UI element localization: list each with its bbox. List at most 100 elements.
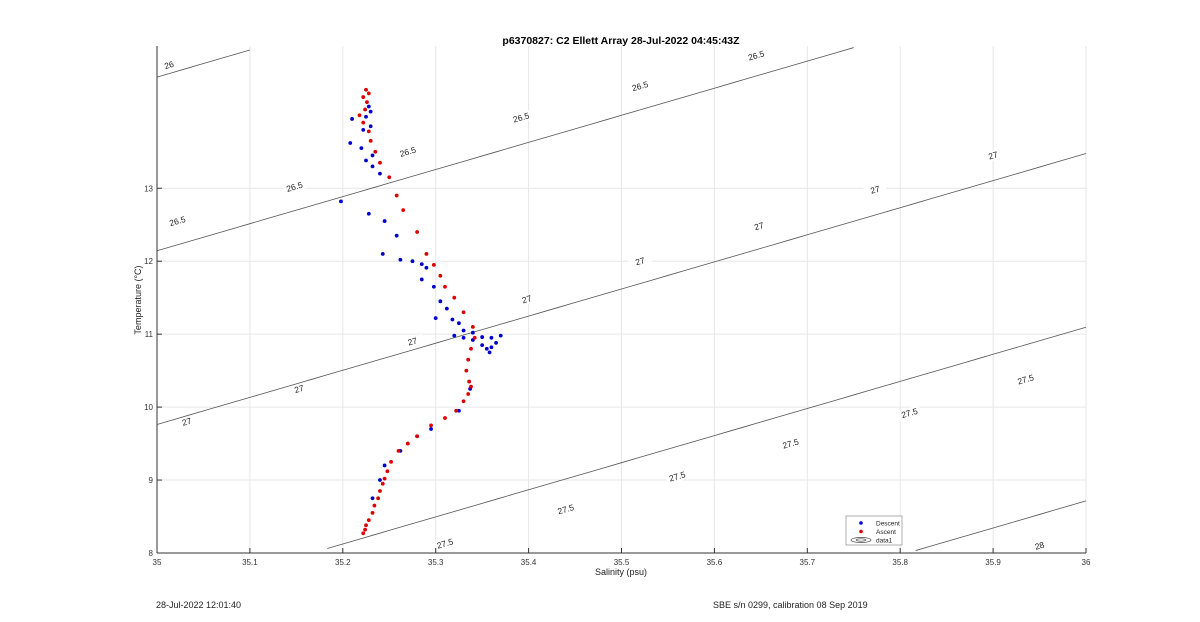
ascent-point [466, 357, 471, 362]
y-tick-label: 12 [144, 257, 153, 266]
ascent-point [361, 531, 366, 536]
contour-label-bg [174, 413, 199, 430]
ascent-point [401, 208, 406, 213]
data-points [339, 87, 503, 536]
contour-label-bg [747, 218, 771, 235]
contour-label-bg [395, 143, 420, 160]
descent-point [370, 496, 375, 501]
descent-point [489, 335, 494, 340]
legend-label: data1 [876, 538, 893, 545]
isopycnal-contours: 26 26.5 26.5 26.5 26.5 26.5 26.5 27 27 27 27 27 27 27… [156, 47, 1087, 554]
x-tick-label: 35.6 [707, 558, 723, 567]
y-tick-label: 11 [145, 330, 154, 339]
chart-title: p6370827: C2 Ellett Array 28-Jul-2022 04… [502, 35, 740, 47]
descent-point [419, 262, 424, 267]
x-axis-label: Salinity (psu) [595, 567, 647, 577]
descent-point [457, 408, 461, 413]
contour-label: 27 [987, 149, 999, 161]
descent-point [452, 333, 457, 338]
descent-point [378, 478, 382, 482]
contour-label-bg [665, 468, 690, 485]
ascent-point [361, 95, 366, 99]
x-tick-label: 35.5 [614, 558, 630, 567]
descent-point [382, 219, 387, 223]
contour-label: 26.5 [631, 79, 650, 93]
legend-marker-contour-inner [855, 538, 867, 542]
descent-point [364, 114, 368, 119]
descent-point [350, 117, 354, 121]
contour-label-bg [282, 178, 307, 195]
ascent-point [443, 284, 447, 289]
ascent-point [467, 379, 472, 384]
legend-label: Descent [876, 521, 900, 528]
footer-calibration: SBE s/n 0299, calibration 08 Sep 2019 [713, 600, 868, 610]
descent-point [368, 109, 373, 114]
descent-point [366, 211, 371, 216]
ascent-point [429, 423, 433, 428]
ascent-point [461, 310, 466, 315]
descent-point [429, 427, 433, 431]
contour-label: 26.5 [168, 214, 187, 228]
contour-label: 27 [293, 383, 305, 395]
ascent-point [378, 489, 382, 493]
ascent-point [366, 129, 371, 134]
descent-point [424, 265, 429, 270]
ascent-point [365, 100, 369, 105]
contour-label-bg [628, 78, 653, 95]
descent-point [359, 146, 364, 151]
x-tick-label: 35 [153, 558, 162, 567]
ascent-point [357, 113, 362, 118]
contour-label-bg [509, 109, 534, 126]
x-tick-label: 35.8 [892, 558, 908, 567]
legend-label: Ascent [876, 529, 896, 536]
descent-point [394, 233, 399, 238]
ascent-point [363, 527, 367, 532]
y-tick-label: 13 [144, 184, 153, 193]
ascent-point [378, 160, 382, 165]
descent-point [348, 141, 353, 145]
descent-point [368, 124, 373, 129]
contour-line-26 [156, 49, 251, 78]
descent-point [489, 345, 494, 350]
y-axis-label: Temperature (°C) [133, 265, 143, 334]
legend-marker-ascent [859, 529, 863, 534]
x-tick-label: 35.7 [800, 558, 816, 567]
descent-point [433, 316, 438, 321]
ascent-point [415, 434, 420, 439]
ascent-point [464, 368, 469, 373]
descent-point [398, 257, 403, 262]
legend-box [845, 515, 903, 546]
ascent-point [415, 230, 420, 234]
descent-point [498, 333, 503, 338]
ascent-point [396, 448, 401, 453]
contour-label-bg [981, 147, 1006, 164]
ascent-point [387, 175, 392, 180]
contour-line-27 [156, 153, 1087, 425]
contour-label-bg [287, 380, 312, 397]
axes: 35 35.1 35.2 35.3 35.4 35.5 35.6 35.7 35.8 35.9 36… [144, 46, 1091, 567]
legend-marker-contour [850, 537, 872, 543]
contour-label: 28 [1034, 540, 1046, 552]
ascent-point [380, 481, 385, 486]
descent-point [380, 252, 385, 256]
ascent-point [385, 469, 390, 474]
ascent-point [363, 107, 367, 112]
descent-point [339, 199, 343, 204]
contour-label-bg [400, 333, 425, 350]
ascent-point [373, 149, 378, 154]
contour-label: 27.5 [900, 406, 919, 420]
ascent-point [372, 503, 377, 508]
ascent-point [394, 193, 399, 198]
ascent-point [470, 324, 475, 329]
x-tick-label: 35.9 [985, 558, 1001, 567]
ascent-point [469, 346, 473, 351]
descent-point [480, 343, 485, 347]
contour-label: 27 [521, 293, 533, 305]
x-tick-label: 35.3 [428, 558, 444, 567]
ascent-point [382, 476, 387, 481]
ascent-point [389, 459, 394, 464]
contour-label: 27 [753, 220, 765, 232]
contour-label: 27 [407, 335, 419, 347]
ascent-point [452, 295, 457, 300]
